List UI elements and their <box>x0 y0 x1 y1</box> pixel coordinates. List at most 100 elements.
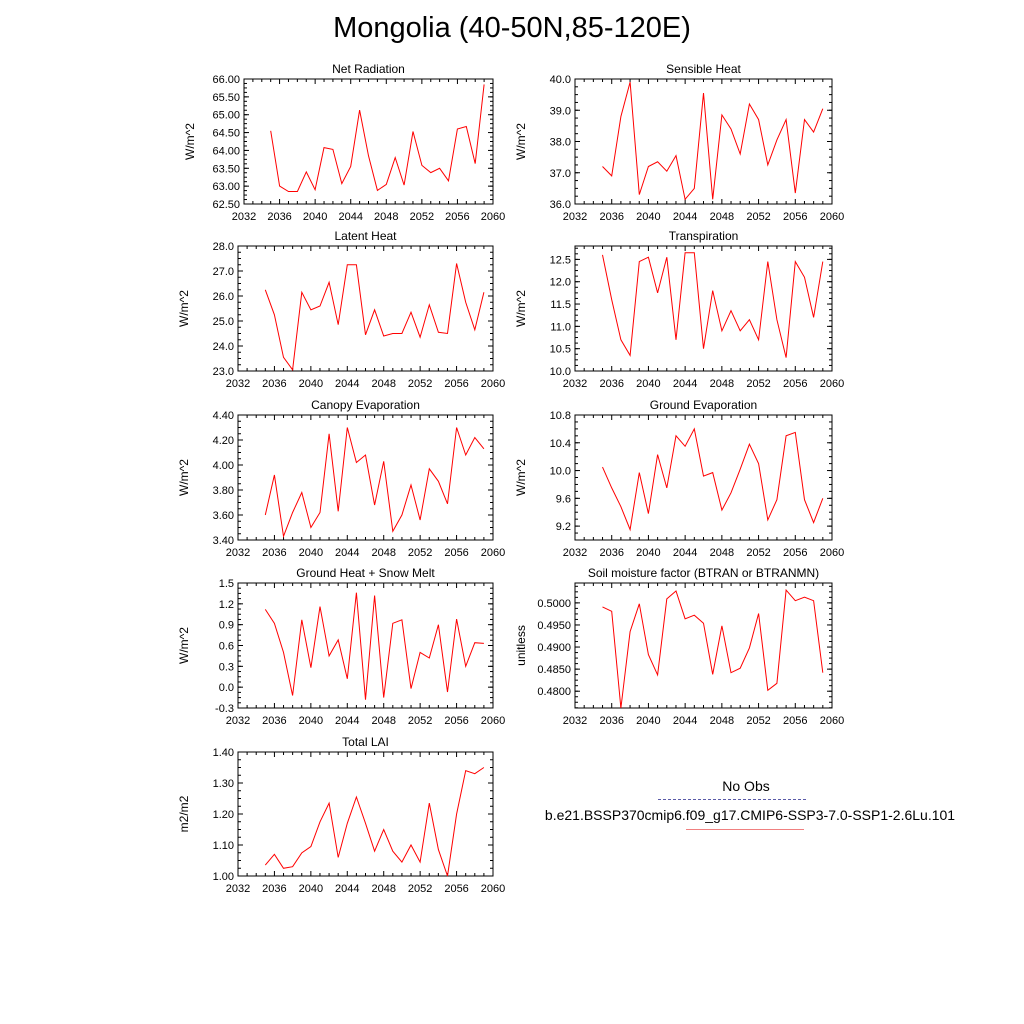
y-axis-label: W/m^2 <box>177 627 191 664</box>
x-tick-label: 2056 <box>445 211 469 223</box>
x-tick-label: 2056 <box>444 883 468 895</box>
y-tick-label: 24.0 <box>213 341 234 353</box>
x-tick-label: 2060 <box>820 547 844 559</box>
y-axis-label: unitless <box>514 625 528 666</box>
chart-title: Sensible Heat <box>666 62 741 76</box>
chart-title: Transpiration <box>669 229 739 243</box>
x-tick-label: 2036 <box>262 715 286 727</box>
x-tick-label: 2060 <box>820 715 844 727</box>
plot-frame <box>237 414 494 541</box>
y-tick-label: 1.10 <box>213 840 234 852</box>
x-tick-label: 2044 <box>335 715 359 727</box>
chart-title: Ground Evaporation <box>650 398 757 412</box>
y-tick-label: 0.4850 <box>537 664 571 676</box>
y-tick-label: 0.4900 <box>537 642 571 654</box>
series-line <box>264 427 485 539</box>
x-tick-label: 2036 <box>599 715 623 727</box>
x-tick-label: 2048 <box>710 211 734 223</box>
x-tick-label: 2032 <box>226 883 250 895</box>
x-tick-label: 2040 <box>299 883 323 895</box>
series-line <box>602 252 824 358</box>
y-tick-label: 39.0 <box>550 105 571 117</box>
x-tick-label: 2044 <box>335 547 359 559</box>
y-tick-label: 0.3 <box>219 661 234 673</box>
x-tick-label: 2048 <box>371 378 395 390</box>
x-tick-label: 2036 <box>262 547 286 559</box>
x-tick-label: 2036 <box>267 211 291 223</box>
legend-case-label: b.e21.BSSP370cmip6.f09_g17.CMIP6-SSP3-7.… <box>544 807 956 823</box>
x-tick-label: 2036 <box>599 211 623 223</box>
y-tick-label: 10.0 <box>550 466 571 478</box>
x-tick-label: 2060 <box>481 211 505 223</box>
series-line <box>264 767 485 877</box>
chart-panel: Transpiration W/m^2 2032 2036 2040 2044 2048 20… <box>514 229 844 390</box>
x-tick-label: 2056 <box>444 715 468 727</box>
legend-obs-line <box>658 799 806 800</box>
x-tick-label: 2052 <box>408 547 432 559</box>
chart-panel: Canopy Evaporation W/m^2 2032 2036 2040 2044 2… <box>177 398 505 559</box>
y-tick-label: 11.5 <box>550 299 571 311</box>
y-tick-label: 62.50 <box>212 199 240 211</box>
x-tick-label: 2040 <box>299 547 323 559</box>
x-tick-label: 2044 <box>673 547 697 559</box>
x-tick-label: 2052 <box>410 211 434 223</box>
y-tick-label: 1.40 <box>213 747 234 759</box>
y-tick-label: 4.40 <box>213 410 234 422</box>
x-tick-label: 2044 <box>335 883 359 895</box>
y-tick-label: 9.6 <box>556 493 571 505</box>
y-tick-label: -0.3 <box>215 703 234 715</box>
y-tick-label: 63.50 <box>212 163 240 175</box>
y-tick-label: 10.4 <box>550 438 571 450</box>
y-tick-label: 0.5000 <box>537 598 571 610</box>
x-tick-label: 2044 <box>673 378 697 390</box>
y-tick-label: 1.00 <box>213 871 234 883</box>
chart-panel: Soil moisture factor (BTRAN or BTRANMN) u… <box>514 566 844 727</box>
y-axis-label: W/m^2 <box>183 123 197 160</box>
x-tick-label: 2060 <box>481 715 505 727</box>
x-tick-label: 2032 <box>226 715 250 727</box>
y-axis-label: W/m^2 <box>514 290 528 327</box>
y-tick-label: 38.0 <box>550 137 571 149</box>
y-tick-label: 0.9 <box>219 620 234 632</box>
y-tick-label: 65.50 <box>212 92 240 104</box>
y-tick-label: 4.00 <box>213 460 234 472</box>
x-tick-label: 2036 <box>262 883 286 895</box>
y-tick-label: 10.8 <box>550 410 571 422</box>
x-tick-label: 2044 <box>673 211 697 223</box>
x-tick-label: 2048 <box>710 715 734 727</box>
x-tick-label: 2044 <box>673 715 697 727</box>
x-tick-label: 2056 <box>783 547 807 559</box>
x-tick-label: 2036 <box>262 378 286 390</box>
x-tick-label: 2056 <box>783 378 807 390</box>
y-axis-label: W/m^2 <box>177 459 191 496</box>
chart-title: Ground Heat + Snow Melt <box>296 566 435 580</box>
y-tick-label: 11.0 <box>550 321 571 333</box>
x-tick-label: 2040 <box>303 211 327 223</box>
x-tick-label: 2032 <box>226 378 250 390</box>
x-tick-label: 2056 <box>783 715 807 727</box>
y-axis-label: W/m^2 <box>514 123 528 160</box>
chart-panel: Latent Heat W/m^2 2032 2036 2040 2044 2048 2052… <box>177 229 505 390</box>
plot-frame <box>574 582 833 709</box>
x-tick-label: 2052 <box>746 715 770 727</box>
y-tick-label: 66.00 <box>212 74 240 86</box>
x-tick-label: 2052 <box>746 547 770 559</box>
x-tick-label: 2036 <box>599 547 623 559</box>
x-tick-label: 2060 <box>481 883 505 895</box>
chart-panel: Ground Heat + Snow Melt W/m^2 2032 2036 2040… <box>177 566 505 727</box>
x-tick-label: 2056 <box>444 547 468 559</box>
y-tick-label: 3.80 <box>213 485 234 497</box>
x-tick-label: 2032 <box>232 211 256 223</box>
x-tick-label: 2032 <box>226 547 250 559</box>
x-tick-label: 2040 <box>299 715 323 727</box>
x-tick-label: 2040 <box>636 378 660 390</box>
chart-panel: Total LAI m2/m2 2032 2036 2040 2044 2048 2052 20… <box>177 735 505 895</box>
legend-obs-label: No Obs <box>722 778 770 794</box>
x-tick-label: 2044 <box>335 378 359 390</box>
figure-title: Mongolia (40-50N,85-120E) <box>333 12 691 44</box>
y-tick-label: 64.50 <box>212 128 240 140</box>
x-tick-label: 2048 <box>374 211 398 223</box>
y-axis-label: W/m^2 <box>177 290 191 327</box>
y-tick-label: 64.00 <box>212 145 240 157</box>
x-tick-label: 2032 <box>563 211 587 223</box>
